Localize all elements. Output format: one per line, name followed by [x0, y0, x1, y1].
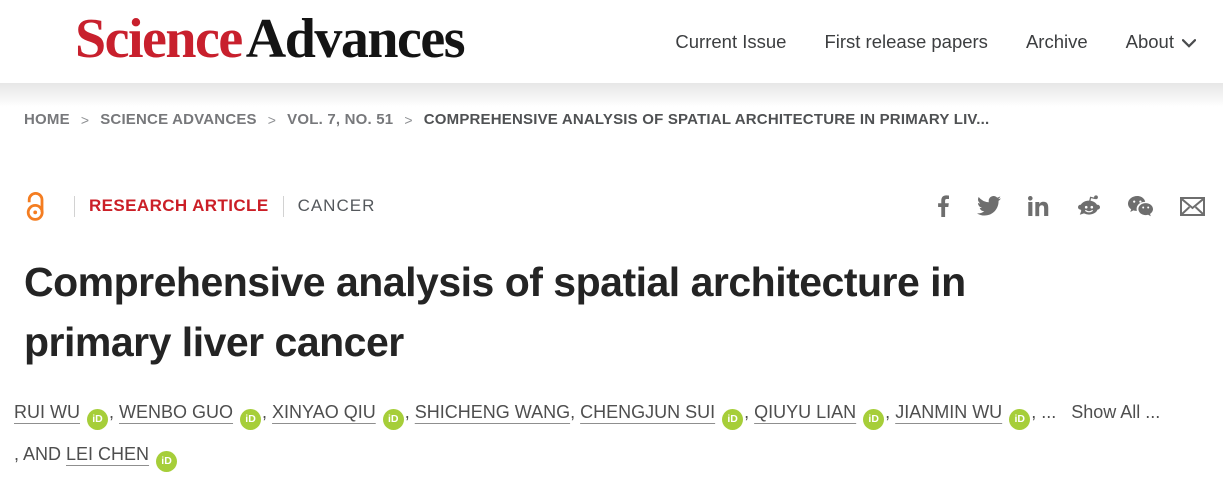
nav-item-about[interactable]: About — [1126, 31, 1196, 53]
article-title-line1: Comprehensive analysis of spatial archit… — [24, 259, 966, 305]
orcid-icon[interactable]: iD — [863, 408, 885, 430]
site-header: ScienceAdvances Current Issue First relea… — [0, 0, 1223, 83]
author-link[interactable]: QIUYU LIAN — [754, 402, 857, 422]
orcid-icon[interactable]: iD — [240, 408, 262, 430]
authors: RUI WU iD, WENBO GUO iD, XINYAO QIU iD, SHI… — [14, 391, 1223, 475]
article-section-label[interactable]: CANCER — [297, 196, 376, 215]
show-all-button[interactable]: Show All ... — [1071, 402, 1161, 422]
author-list-line2: , AND LEI CHEN iD — [14, 433, 1223, 475]
nav-item-first-release-papers[interactable]: First release papers — [824, 31, 987, 53]
orcid-icon[interactable]: iD — [156, 450, 178, 472]
author-truncation-ellipsis: , ... — [1031, 402, 1057, 422]
author-separator: , — [109, 402, 120, 422]
breadcrumb-current: COMPREHENSIVE ANALYSIS OF SPATIAL ARCHIT… — [423, 111, 990, 128]
author-link[interactable]: SHICHENG WANG — [414, 402, 571, 422]
breadcrumb: HOME > SCIENCE ADVANCES > VOL. 7, NO. 51 > COM… — [0, 107, 1223, 128]
author-link[interactable]: JIANMIN WU — [895, 402, 1003, 422]
divider — [282, 195, 284, 217]
orcid-icon[interactable]: iD — [87, 408, 108, 430]
nav-item-current-issue[interactable]: Current Issue — [675, 31, 786, 53]
author-link[interactable]: LEI CHEN — [66, 444, 150, 464]
article-meta-row: RESEARCH ARTICLE CANCER — [24, 190, 1205, 222]
wechat-icon[interactable] — [1128, 195, 1153, 217]
nav-item-label: Current Issue — [675, 30, 787, 52]
breadcrumb-link[interactable]: VOL. 7, NO. 51 — [287, 111, 394, 128]
author-link[interactable]: XINYAO QIU — [272, 402, 376, 422]
author-link[interactable]: WENBO GUO — [119, 402, 234, 422]
article-type-label[interactable]: RESEARCH ARTICLE — [89, 196, 269, 215]
nav-item-label: About — [1125, 30, 1174, 52]
nav-item-label: Archive — [1025, 30, 1088, 52]
last-author-prefix: , AND — [14, 444, 67, 464]
reddit-icon[interactable] — [1077, 195, 1101, 217]
logo-science-text: Science — [75, 7, 243, 70]
author-separator: , — [744, 402, 755, 422]
breadcrumb-separator-icon: > — [404, 111, 413, 128]
nav-item-archive[interactable]: Archive — [1026, 31, 1088, 53]
orcid-icon[interactable]: iD — [382, 408, 404, 430]
logo-advances-text: Advances — [245, 7, 466, 70]
author-list: RUI WU iD, WENBO GUO iD, XINYAO QIU iD, SHI… — [14, 391, 1223, 433]
author-separator: , — [570, 402, 581, 422]
article-title-line2: primary liver cancer — [24, 319, 404, 365]
author-link[interactable]: CHENGJUN SUI — [580, 402, 716, 422]
facebook-icon[interactable] — [937, 195, 950, 217]
author-separator: , — [262, 402, 273, 422]
open-access-lock-icon — [24, 191, 47, 221]
chevron-down-icon — [1182, 38, 1196, 48]
linkedin-icon[interactable] — [1028, 195, 1050, 217]
author-separator: , — [885, 402, 896, 422]
journal-logo[interactable]: ScienceAdvances — [75, 7, 466, 73]
article-title: Comprehensive analysis of spatial archit… — [24, 252, 1199, 372]
orcid-icon[interactable]: iD — [722, 408, 744, 430]
twitter-icon[interactable] — [977, 196, 1001, 216]
author-link[interactable]: RUI WU — [14, 402, 80, 422]
breadcrumb-separator-icon: > — [267, 111, 277, 128]
breadcrumb-separator-icon: > — [80, 111, 90, 128]
email-icon[interactable] — [1180, 196, 1205, 216]
divider — [74, 195, 75, 217]
header-shadow — [0, 83, 1223, 107]
share-icons — [937, 195, 1205, 217]
orcid-icon[interactable]: iD — [1009, 408, 1031, 430]
breadcrumb-link[interactable]: SCIENCE ADVANCES — [100, 111, 257, 128]
nav-item-label: First release papers — [824, 30, 988, 52]
author-separator: , — [404, 402, 415, 422]
breadcrumb-link[interactable]: HOME — [24, 111, 70, 128]
main-nav: Current Issue First release papers Archive… — [675, 31, 1196, 53]
